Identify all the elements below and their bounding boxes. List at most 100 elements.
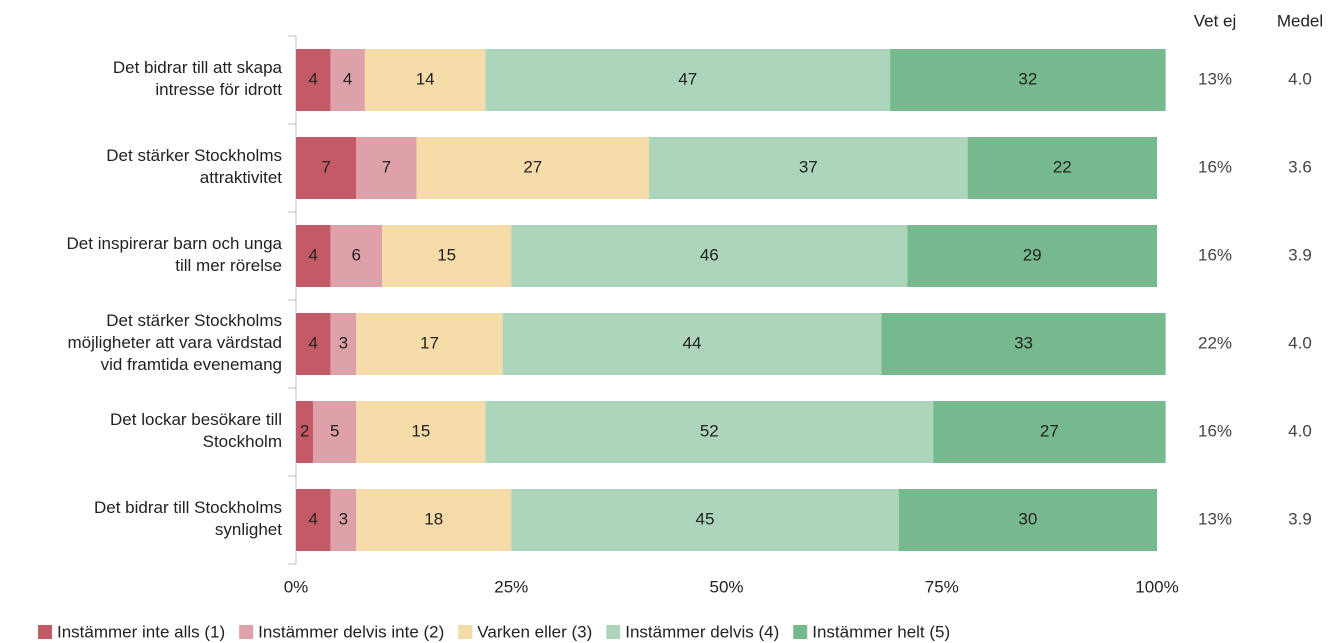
x-tick-label: 50% — [709, 577, 743, 596]
bar-segment — [296, 225, 331, 287]
legend-label: Instämmer inte alls (1) — [57, 622, 225, 641]
category-label-line: vid framtida evenemang — [101, 355, 282, 374]
data-label: 15 — [437, 245, 456, 264]
category-label-line: Det bidrar till Stockholms — [94, 498, 282, 517]
data-label: 4 — [308, 509, 317, 528]
data-label: 27 — [523, 157, 542, 176]
category-label-line: attraktivitet — [200, 168, 282, 187]
category-label-line: intresse för idrott — [155, 80, 282, 99]
bar-segment — [296, 489, 331, 551]
bar-segment — [511, 225, 908, 287]
data-label: 6 — [352, 245, 361, 264]
legend-label: Instämmer delvis (4) — [625, 622, 779, 641]
column-value: 3.9 — [1288, 245, 1312, 264]
category-label-line: Det bidrar till att skapa — [113, 58, 283, 77]
category-label-line: Det stärker Stockholms — [106, 146, 282, 165]
bar-segment — [356, 137, 417, 199]
x-tick-label: 100% — [1135, 577, 1178, 596]
data-label: 4 — [308, 333, 317, 352]
column-value: 3.9 — [1288, 509, 1312, 528]
data-label: 14 — [416, 69, 435, 88]
category-label-line: synlighet — [215, 520, 282, 539]
bar-segment — [416, 137, 650, 199]
column-header: Vet ej — [1194, 11, 1237, 30]
bar-segment — [485, 49, 891, 111]
category-label: Det stärker Stockholms möjligheter att va… — [68, 311, 283, 374]
column-value: 16% — [1198, 421, 1232, 440]
data-label: 5 — [330, 421, 339, 440]
x-tick-label: 25% — [494, 577, 528, 596]
bar-segment — [382, 225, 512, 287]
bar-segment — [330, 489, 357, 551]
column-value: 16% — [1198, 157, 1232, 176]
data-label: 52 — [700, 421, 719, 440]
bar-segment — [649, 137, 968, 199]
category-label-line: till mer rörelse — [175, 256, 282, 275]
bar-segment — [881, 313, 1166, 375]
data-label: 46 — [700, 245, 719, 264]
data-label: 47 — [678, 69, 697, 88]
category-label: Det stärker Stockholms attraktivitet — [106, 146, 282, 187]
bar-segment — [296, 137, 357, 199]
category-label: Det inspirerar barn och unga till mer rör… — [67, 234, 283, 275]
bar-segment — [330, 225, 383, 287]
data-label: 29 — [1023, 245, 1042, 264]
category-label-line: Det stärker Stockholms — [106, 311, 282, 330]
bar-segment — [330, 313, 357, 375]
column-value: 13% — [1198, 69, 1232, 88]
data-label: 22 — [1053, 157, 1072, 176]
data-label: 7 — [382, 157, 391, 176]
data-label: 44 — [683, 333, 702, 352]
bar-segment — [485, 401, 934, 463]
bar-segment — [933, 401, 1166, 463]
bar-segment — [511, 489, 899, 551]
bar-segment — [296, 49, 331, 111]
bar-segment — [502, 313, 882, 375]
data-label: 18 — [424, 509, 443, 528]
bar-segment — [330, 49, 365, 111]
bar-segment — [890, 49, 1166, 111]
data-label: 3 — [339, 333, 348, 352]
legend-swatch — [239, 625, 254, 639]
legend-label: Instämmer helt (5) — [812, 622, 950, 641]
bar-segment — [296, 401, 314, 463]
data-label: 45 — [696, 509, 715, 528]
data-label: 4 — [308, 245, 317, 264]
legend-label: Instämmer delvis inte (2) — [258, 622, 444, 641]
bar-segment — [356, 313, 503, 375]
data-label: 7 — [321, 157, 330, 176]
category-label-line: möjligheter att vara värdstad — [68, 333, 283, 352]
bar-segment — [313, 401, 357, 463]
bar-segment — [364, 49, 486, 111]
category-label-line: Det inspirerar barn och unga — [67, 234, 283, 253]
data-label: 2 — [300, 421, 309, 440]
bar-segment — [898, 489, 1157, 551]
x-tick-label: 75% — [925, 577, 959, 596]
bar-segment — [356, 489, 512, 551]
column-value: 13% — [1198, 509, 1232, 528]
legend-label: Varken eller (3) — [477, 622, 592, 641]
category-label-line: Det lockar besökare till — [110, 410, 282, 429]
column-value: 4.0 — [1288, 69, 1312, 88]
category-label-line: Stockholm — [203, 432, 282, 451]
data-label: 33 — [1014, 333, 1033, 352]
bar-segment — [356, 401, 486, 463]
legend-swatch — [458, 625, 473, 639]
legend-swatch — [606, 625, 621, 639]
column-value: 16% — [1198, 245, 1232, 264]
x-tick-label: 0% — [284, 577, 309, 596]
data-label: 17 — [420, 333, 439, 352]
category-label: Det bidrar till Stockholms synlighet — [94, 498, 282, 539]
bar-segment — [296, 313, 331, 375]
data-label: 15 — [411, 421, 430, 440]
data-label: 32 — [1018, 69, 1037, 88]
column-value: 4.0 — [1288, 421, 1312, 440]
category-label: Det bidrar till att skapa intresse för id… — [113, 58, 283, 99]
legend-swatch — [793, 625, 808, 639]
legend-swatch — [38, 625, 52, 639]
column-value: 3.6 — [1288, 157, 1312, 176]
data-label: 30 — [1018, 509, 1037, 528]
bar-segment — [967, 137, 1157, 199]
category-label: Det lockar besökare till Stockholm — [110, 410, 282, 451]
